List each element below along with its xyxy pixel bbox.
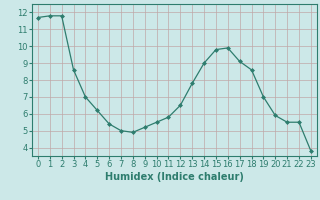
X-axis label: Humidex (Indice chaleur): Humidex (Indice chaleur) — [105, 172, 244, 182]
